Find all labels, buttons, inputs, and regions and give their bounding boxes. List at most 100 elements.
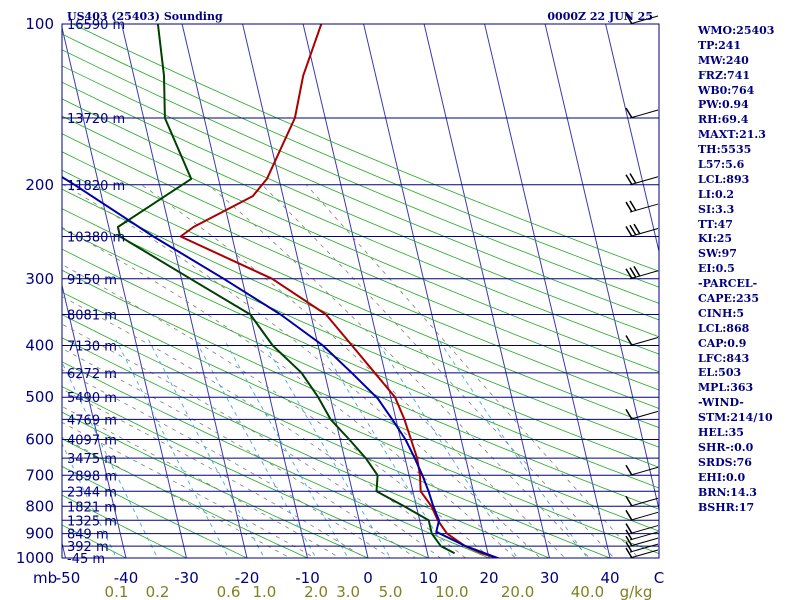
temp-tick-label: 30 — [540, 569, 559, 587]
index-value: RH:69.4 — [698, 113, 749, 127]
dry-adiabat — [62, 188, 659, 448]
pressure-tick-label: 200 — [25, 176, 54, 194]
dry-adiabat — [62, 361, 491, 558]
mixing-ratio-label: 2.0 — [304, 583, 328, 600]
dry-adiabat — [62, 494, 188, 558]
dry-adiabat — [62, 151, 659, 409]
dry-adiabat — [62, 248, 659, 510]
temperature-line — [179, 24, 501, 558]
dry-adiabat — [62, 524, 127, 558]
pressure-tick-label: 500 — [25, 388, 54, 406]
height-label: 392 m — [67, 540, 109, 555]
mixing-ratio-label: 5.0 — [379, 583, 403, 600]
wind-barbs — [625, 13, 659, 559]
moist-adiabat — [208, 184, 591, 558]
isotherm-line — [242, 24, 369, 558]
dry-adiabat — [62, 65, 659, 321]
height-label: 2344 m — [67, 485, 117, 500]
height-label: 11820 m — [67, 179, 125, 194]
isotherm-line — [62, 540, 67, 558]
moist-adiabat — [141, 184, 566, 558]
wind-barb — [625, 223, 659, 237]
index-value: SW:97 — [698, 247, 737, 261]
isotherm-line — [363, 24, 490, 558]
moist-adiabat — [62, 405, 341, 558]
dry-adiabat — [62, 169, 659, 429]
moist-adiabat — [306, 184, 640, 558]
mixing-ratio-line — [375, 339, 519, 558]
moist-adiabat — [62, 369, 391, 558]
temp-tick-label: -30 — [174, 569, 199, 587]
index-value: WMO:25403 — [698, 24, 775, 37]
mixing-ratio-unit: g/kg — [620, 583, 653, 600]
index-value: CINH:5 — [698, 306, 745, 320]
pressure-tick-label: 700 — [25, 466, 54, 484]
series-layer — [62, 24, 501, 558]
mixing-ratio-label: 20.0 — [501, 583, 534, 600]
height-label: 1325 m — [67, 514, 117, 529]
dry-adiabat — [62, 81, 659, 338]
dry-adiabat — [62, 465, 248, 558]
wind-barb — [625, 495, 659, 507]
height-label: 7130 m — [67, 340, 117, 355]
pressure-tick-label: 600 — [25, 431, 54, 449]
index-value: TH:5535 — [698, 143, 752, 157]
dry-adiabat — [62, 291, 659, 555]
isotherm-line — [605, 24, 659, 254]
plot-background — [62, 24, 659, 558]
isotherm-line — [484, 24, 611, 558]
dry-adiabat — [72, 24, 659, 272]
dry-adiabat — [62, 411, 369, 558]
index-value: BRN:14.3 — [698, 485, 757, 499]
dry-adiabat — [62, 269, 659, 532]
mixing-ratio-label: 3.0 — [336, 583, 360, 600]
dry-adiabat — [62, 386, 430, 558]
index-value: LI:0.2 — [698, 187, 735, 201]
height-label: 16590 m — [67, 18, 125, 33]
dry-adiabat — [62, 228, 659, 489]
dry-adiabat — [62, 33, 659, 288]
mixing-ratio-line — [62, 442, 117, 558]
height-label: 3475 m — [67, 452, 117, 467]
mixing-ratio-label: 0.1 — [105, 583, 129, 600]
height-label: 13720 m — [67, 112, 125, 127]
height-label: 5490 m — [67, 391, 117, 406]
wind-barb — [625, 265, 659, 280]
isotherm-line — [544, 24, 659, 512]
index-value: EL:503 — [698, 366, 742, 380]
index-value: FRZ:741 — [698, 68, 751, 82]
index-value: LCL:868 — [698, 321, 750, 335]
isotherm-line — [62, 283, 127, 558]
temp-tick-label: 0 — [363, 569, 373, 587]
wind-barb — [625, 107, 659, 119]
height-label: 849 m — [67, 528, 109, 543]
pressure-tick-label: 800 — [25, 497, 54, 515]
isotherm-line — [121, 24, 248, 558]
dry-adiabat — [62, 49, 659, 304]
index-value: CAPE:235 — [698, 292, 759, 306]
dry-adiabat — [62, 133, 659, 391]
wind-barb — [625, 529, 659, 541]
height-label: 4097 m — [67, 434, 117, 449]
index-value: CAP:0.9 — [698, 336, 747, 350]
grid-lines — [62, 24, 659, 558]
indices-panel: WMO:25403 TP:241 MW:240 FRZ:741 WB0:764 PW:0.… — [698, 24, 798, 515]
index-value: SRDS:76 — [698, 455, 752, 469]
index-value: PW:0.94 — [698, 98, 749, 112]
index-value: EI:0.5 — [698, 262, 735, 276]
wind-barb — [625, 535, 659, 547]
index-value: HEL:35 — [698, 426, 744, 440]
height-label: 10380 m — [67, 230, 125, 245]
isotherm-line — [62, 25, 188, 558]
index-value: MAXT:21.3 — [698, 128, 766, 142]
moist-adiabat — [62, 388, 366, 558]
index-value: BSHR:17 — [698, 500, 755, 514]
index-value: TP:241 — [698, 38, 742, 52]
temp-tick-label: -10 — [295, 569, 320, 587]
index-value: -PARCEL- — [698, 277, 758, 291]
wind-barb — [625, 13, 659, 25]
index-value: STM:214/10 — [698, 411, 773, 425]
index-value: KI:25 — [698, 232, 733, 246]
parcel-line — [62, 175, 501, 558]
